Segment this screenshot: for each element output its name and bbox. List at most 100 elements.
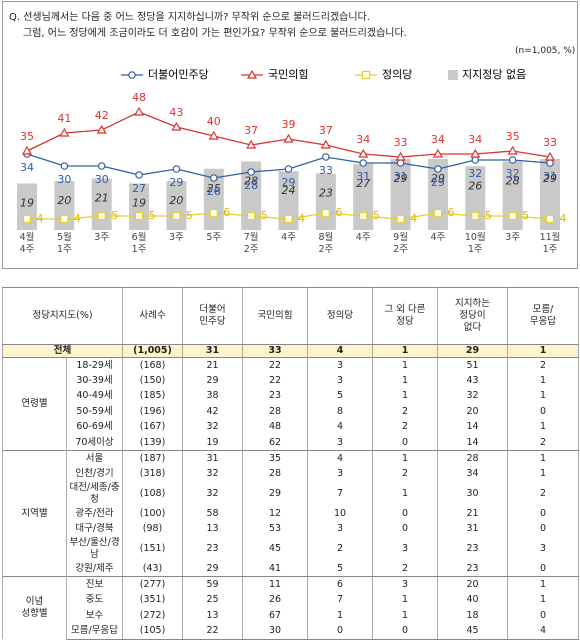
cell: 31: [437, 521, 509, 537]
cell: 58: [182, 506, 244, 522]
point: [359, 211, 368, 221]
row-label: 40-49세: [65, 388, 124, 405]
cell: 0: [372, 521, 439, 537]
value-label: 42: [95, 109, 109, 122]
cell: 29: [182, 373, 244, 389]
value-label: 30: [95, 173, 109, 186]
cell: 2: [507, 482, 580, 507]
cell: 30: [437, 482, 509, 507]
value-label: 27: [132, 182, 146, 195]
cell: 31: [182, 344, 244, 358]
chart-subtitle: 그럼, 어느 정당에게 조금이라도 더 호감이 가는 편인가요? 무작위 순으로…: [23, 28, 407, 39]
point: [508, 211, 517, 221]
cell: 1: [507, 466, 580, 483]
value-label: 48: [132, 91, 146, 104]
cell: 1: [372, 482, 439, 507]
legend-marker: [246, 69, 258, 79]
point: [135, 171, 143, 179]
point: [208, 130, 219, 140]
cell: 51: [437, 357, 509, 374]
row-label: 70세이상: [65, 434, 124, 452]
cell: 1: [372, 357, 439, 374]
header-cell: 사례수: [122, 287, 184, 345]
legend-marker: [361, 70, 371, 80]
x-tick-label: 4월 4주: [19, 232, 35, 255]
cell: 26: [242, 592, 309, 609]
cell: 28: [242, 466, 309, 483]
cell: 38: [182, 388, 244, 405]
bar-label: 29: [394, 172, 408, 185]
row-label: 서울: [65, 450, 124, 467]
cell: 1: [372, 388, 439, 405]
cell: 19: [182, 434, 244, 452]
cell: 2: [307, 536, 374, 561]
x-tick-label: 5주: [206, 232, 222, 243]
cell: 48: [242, 419, 309, 435]
bar: [315, 173, 336, 230]
bar: [540, 158, 560, 230]
cell: 20: [437, 404, 509, 420]
cell: 3: [372, 536, 439, 561]
value-label: 35: [506, 130, 520, 143]
row-label: 전체: [1, 344, 124, 358]
cell: (272): [122, 608, 184, 624]
table: 정당지지도(%) 사례수 더불어 민주당 국민의힘 정의당 그 외 다른 정당 지지하는 정…: [1, 287, 580, 640]
cell: (150): [122, 373, 184, 389]
group-label: 이념 성향별: [2, 576, 67, 640]
cell: 3: [372, 576, 439, 593]
row-label: 인천/경기: [65, 466, 124, 483]
row: 50-59세 (196) 42 28 8 2 20 0: [3, 404, 580, 420]
header-cell: 정의당: [307, 287, 374, 345]
value-label: 5: [111, 209, 118, 222]
cell: 3: [307, 357, 374, 374]
cell: 14: [437, 419, 509, 435]
cell: (185): [122, 388, 184, 405]
x-tick-label: 3주: [169, 232, 184, 243]
bar-label: 21: [95, 192, 109, 205]
cell: (1,005): [122, 344, 184, 358]
cell: 1: [507, 344, 580, 358]
row-label: 강원/제주: [65, 560, 124, 578]
value-label: 5: [373, 209, 380, 222]
point: [396, 159, 405, 167]
chart-title: Q. 선생님께서는 다음 중 어느 정당을 지지하십니까? 무작위 순으로 불러…: [9, 12, 370, 23]
cell: 2: [507, 357, 580, 374]
row: 지역별 서울 (187) 31 35 4 1 28 1: [2, 450, 580, 577]
row-label: 진보: [65, 576, 124, 593]
point: [546, 159, 554, 167]
row: 강원/제주 (43) 29 41 5 2 23 0: [3, 560, 580, 578]
cell: 12: [242, 506, 309, 522]
cell: (139): [122, 434, 184, 452]
point: [59, 127, 70, 137]
point: [246, 139, 257, 149]
cell: 29: [182, 560, 244, 578]
value-label: 5: [522, 209, 529, 222]
cell: 3: [307, 434, 374, 452]
value-label: 39: [282, 118, 296, 131]
value-label: 34: [20, 161, 34, 174]
cell: 1: [372, 450, 439, 467]
cell: 62: [242, 434, 309, 452]
row: 70세이상 (139) 19 62 3 0 14 2: [3, 434, 580, 452]
cell: 45: [242, 536, 309, 561]
point: [471, 156, 480, 164]
value-label: 4: [37, 212, 44, 225]
cell: 1: [507, 388, 580, 405]
point: [470, 148, 481, 158]
cell: 28: [242, 404, 309, 420]
row: 모름/무응답 (105) 22 30 0 0 45 4: [3, 623, 580, 640]
x-tick-label: 4주: [430, 232, 446, 243]
point: [433, 208, 443, 218]
cell: 6: [307, 576, 374, 593]
cell: 32: [437, 388, 509, 405]
point: [97, 211, 106, 221]
cell: 42: [182, 404, 244, 420]
cell: 1: [372, 373, 439, 389]
bar: [502, 161, 523, 230]
value-label: 34: [468, 133, 482, 146]
bar-label: 19: [20, 196, 34, 209]
point: [247, 168, 255, 176]
row: 40-49세 (185) 38 23 5 1 32 1: [3, 388, 580, 405]
value-label: 31: [543, 170, 557, 183]
x-tick-label: 7월 2주: [243, 232, 259, 255]
